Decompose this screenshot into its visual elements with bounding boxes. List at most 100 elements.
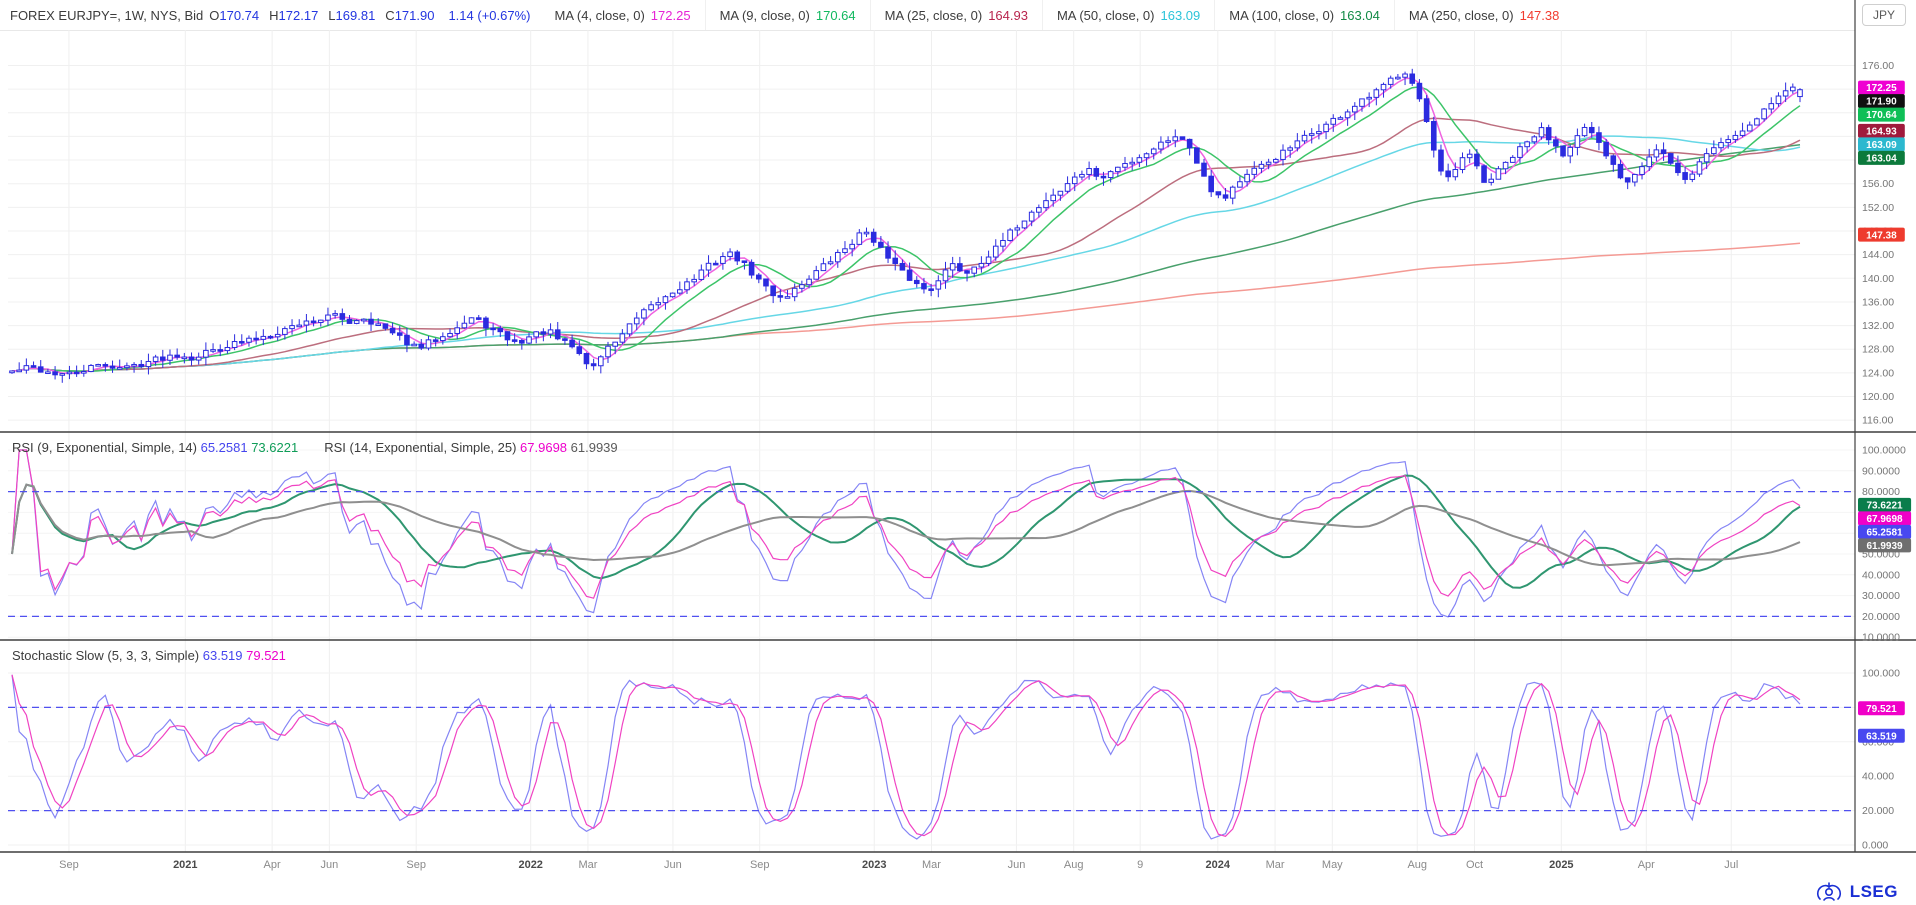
time-axis-label: Mar: [1266, 859, 1285, 871]
ma-legend-item: MA (25, close, 0) 164.93: [869, 0, 1042, 30]
rsi-legend: RSI (9, Exponential, Simple, 14) 65.2581…: [12, 440, 618, 455]
rsi-value: 65.2581: [200, 440, 248, 455]
axis-badge: [1858, 728, 1905, 743]
ohlc-field: O170.74: [209, 7, 260, 23]
svg-text:61.9939: 61.9939: [1866, 541, 1903, 552]
axis-tick-label: 30.0000: [1862, 590, 1900, 602]
ma-legend-item: MA (250, close, 0) 147.38: [1393, 0, 1574, 30]
ma-legend-item: MA (100, close, 0) 163.04: [1214, 0, 1394, 30]
stochastic-legend-label: Stochastic Slow (5, 3, 3, Simple): [12, 648, 203, 663]
ma-legend-item: MA (4, close, 0) 172.25: [554, 7, 691, 23]
axis-badge: [1858, 123, 1905, 138]
axis-tick-label: 124.00: [1862, 367, 1894, 379]
ma-legend-item: MA (9, close, 0) 170.64: [704, 0, 870, 30]
axis-tick-label: 176.00: [1862, 60, 1894, 72]
svg-text:65.2581: 65.2581: [1866, 527, 1903, 538]
rsi-line: [11, 449, 1801, 618]
axis-tick-label: 40.000: [1862, 771, 1894, 783]
axis-badge: [1858, 94, 1905, 109]
axis-tick-label: 128.00: [1862, 344, 1894, 356]
svg-text:67.9698: 67.9698: [1866, 514, 1903, 525]
axis-tick-label: 140.00: [1862, 273, 1894, 285]
rsi-line: [11, 483, 1801, 567]
svg-text:164.93: 164.93: [1866, 127, 1897, 138]
stochastic-d-value: 79.521: [242, 648, 286, 663]
ohlc-field: L169.81: [328, 7, 376, 23]
time-axis-label: Jun: [664, 859, 682, 871]
rsi-legend-label: RSI (9, Exponential, Simple, 14): [12, 440, 201, 455]
change-value: 1.14 (+0.67%): [448, 7, 531, 23]
axis-badge: [1858, 511, 1912, 526]
time-axis-label: Aug: [1064, 859, 1084, 871]
time-axis-label: Sep: [406, 859, 426, 871]
axis-tick-label: 100.0000: [1862, 445, 1906, 457]
time-axis-label: 2022: [518, 859, 542, 871]
ma-legend-item: MA (50, close, 0) 163.09: [1041, 0, 1214, 30]
axis-tick-label: 156.00: [1862, 178, 1894, 190]
ma-9-line: [11, 86, 1801, 372]
svg-text:171.90: 171.90: [1866, 97, 1897, 108]
axis-badge: [1858, 701, 1905, 716]
svg-text:170.64: 170.64: [1866, 110, 1897, 121]
time-axis-label: Mar: [578, 859, 597, 871]
moving-average-lines: [11, 77, 1801, 374]
axis-tick-label: 20.000: [1862, 805, 1894, 817]
axis-badge: [1858, 80, 1905, 95]
time-axis-label: May: [1322, 859, 1343, 871]
axis-tick-label: 152.00: [1862, 202, 1894, 214]
footer-bar: [0, 878, 1916, 905]
axis-badge: [1858, 538, 1912, 553]
axis-badge: [1858, 497, 1912, 512]
time-axis-label: 2024: [1206, 859, 1231, 871]
ohlc-field: C171.90: [385, 7, 435, 23]
ma-50-line: [11, 135, 1801, 372]
axis-tick-label: 144.00: [1862, 249, 1894, 261]
lseg-logo: LSEG: [1814, 881, 1898, 903]
time-axis-label: Jun: [321, 859, 339, 871]
stochastic-legend: Stochastic Slow (5, 3, 3, Simple) 63.519…: [12, 648, 286, 663]
header-bar: FOREX EURJPY=, 1W, NYS, Bid O170.74 H172.…: [0, 0, 1855, 31]
rsi-avg-value: 73.6221: [247, 440, 299, 455]
rsi-legend-label: RSI (14, Exponential, Simple, 25): [324, 440, 521, 455]
svg-text:73.6221: 73.6221: [1866, 500, 1903, 511]
rsi-value: 67.9698: [520, 440, 568, 455]
stochastic-k-value: 63.519: [202, 648, 243, 663]
symbol-legend: FOREX EURJPY=, 1W, NYS, Bid O170.74 H172.…: [0, 0, 544, 30]
svg-text:172.25: 172.25: [1866, 83, 1897, 94]
time-axis-label: Apr: [1638, 859, 1655, 871]
ohlc-field: H172.17: [269, 7, 319, 23]
lseg-wordmark: LSEG: [1849, 882, 1898, 901]
jpy-currency-button[interactable]: JPY: [1861, 4, 1906, 26]
svg-text:163.04: 163.04: [1866, 154, 1897, 165]
time-axis-label: Sep: [59, 859, 79, 871]
ma-legend-groups: MA (4, close, 0) 172.25 MA (9, close, 0) 17…: [544, 0, 1573, 30]
gridlines: [8, 30, 1855, 852]
symbol-title: FOREX EURJPY=, 1W, NYS, Bid: [10, 7, 204, 23]
stochastic-d-line: [11, 674, 1801, 837]
axis-tick-label: 10.0000: [1862, 632, 1900, 644]
time-axis-label: Jun: [1008, 859, 1026, 871]
axis-tick-label: 80.0000: [1862, 486, 1900, 498]
time-axis-label: Jul: [1724, 859, 1738, 871]
svg-text:163.09: 163.09: [1866, 140, 1897, 151]
stochastic-lines: [8, 674, 1855, 840]
chart-canvas[interactable]: Sep 2021 Apr Jun Sep 2022 Mar Jun Sep 2023 Mar Jun A…: [0, 0, 1916, 878]
axis-tick-label: 136.00: [1862, 296, 1894, 308]
axis-badge: [1858, 137, 1905, 152]
stochastic-k-line: [11, 674, 1801, 840]
rsi-avg-value: 61.9939: [567, 440, 618, 455]
axis-badge: [1858, 107, 1905, 122]
axis-tick-label: 40.0000: [1862, 569, 1900, 581]
svg-text:63.519: 63.519: [1866, 731, 1897, 742]
ma-25-line: [11, 117, 1801, 372]
axis-tick-label: 20.0000: [1862, 611, 1900, 623]
time-axis-label: 2023: [862, 859, 886, 871]
time-axis-label: Oct: [1466, 859, 1483, 871]
axis-tick-label: 90.0000: [1862, 465, 1900, 477]
time-axis-label: 2025: [1549, 859, 1573, 871]
time-axis-label: Mar: [922, 859, 941, 871]
ohlc-fields: O170.74 H172.17 L169.81 C171.90: [209, 8, 444, 23]
time-axis-label: Sep: [750, 859, 770, 871]
rsi-line: [11, 449, 1801, 599]
